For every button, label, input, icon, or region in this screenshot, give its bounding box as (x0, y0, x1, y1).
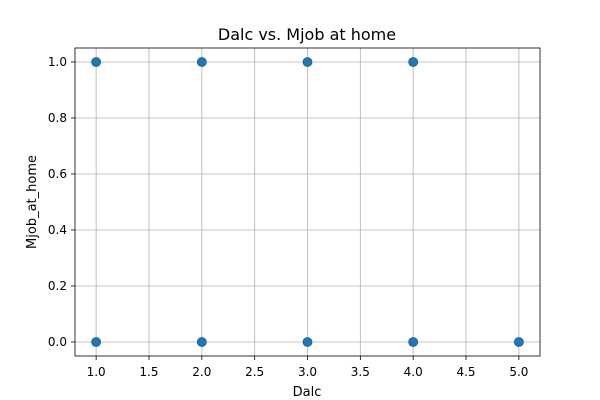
y-tick-label: 0.0 (48, 335, 67, 349)
x-axis-label: Dalc (293, 385, 322, 400)
scatter-point (408, 337, 419, 347)
scatter-point (91, 57, 102, 67)
x-tick-label: 4.0 (404, 365, 423, 379)
scatter-point (302, 337, 313, 347)
x-tick-label: 2.0 (192, 365, 211, 379)
x-axis-ticks: 1.0 1.5 2.0 2.5 3.0 3.5 4.0 4.5 5.0 (87, 356, 528, 379)
x-tick-label: 3.5 (351, 365, 370, 379)
grid-lines (75, 48, 540, 356)
data-points (91, 57, 524, 347)
y-tick-label: 1.0 (48, 55, 67, 69)
scatter-point (408, 57, 419, 67)
scatter-point (91, 337, 102, 347)
x-tick-label: 4.5 (456, 365, 475, 379)
scatter-point (196, 57, 207, 67)
y-axis-label: Mjob_at_home (25, 155, 40, 249)
y-axis-ticks: 0.0 0.2 0.4 0.6 0.8 1.0 (48, 55, 75, 349)
y-tick-label: 0.4 (48, 223, 67, 237)
x-tick-label: 3.0 (298, 365, 317, 379)
scatter-point (513, 337, 524, 347)
chart-title: Dalc vs. Mjob at home (218, 25, 396, 44)
y-tick-label: 0.8 (48, 111, 67, 125)
y-tick-label: 0.6 (48, 167, 67, 181)
x-tick-label: 2.5 (245, 365, 264, 379)
x-tick-label: 1.0 (87, 365, 106, 379)
y-tick-label: 0.2 (48, 279, 67, 293)
scatter-point (196, 337, 207, 347)
x-tick-label: 5.0 (509, 365, 528, 379)
scatter-point (302, 57, 313, 67)
x-tick-label: 1.5 (139, 365, 158, 379)
